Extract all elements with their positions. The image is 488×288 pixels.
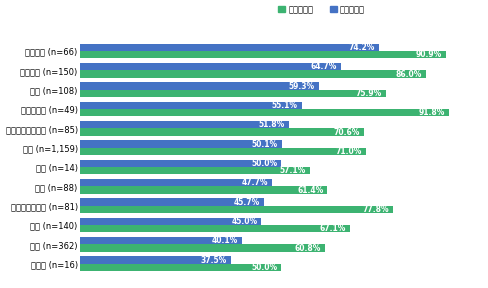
Bar (81, 218, 262, 225)
Text: 86.0%: 86.0% (396, 70, 422, 79)
Text: 47.7%: 47.7% (242, 178, 268, 187)
Bar (81, 141, 282, 148)
Bar (81, 198, 264, 206)
Bar (81, 51, 446, 58)
Bar (81, 63, 341, 71)
Bar (81, 245, 325, 252)
Bar (81, 237, 242, 245)
Text: 64.7%: 64.7% (310, 62, 337, 71)
Text: 50.0%: 50.0% (251, 263, 278, 272)
Bar (81, 256, 231, 264)
Text: 77.8%: 77.8% (363, 205, 389, 214)
Bar (81, 109, 449, 116)
Bar (81, 90, 386, 97)
Bar (81, 121, 289, 128)
Legend: データ入手, データ公開: データ入手, データ公開 (275, 2, 368, 17)
Text: 67.1%: 67.1% (320, 224, 346, 233)
Bar (81, 167, 310, 175)
Text: 60.8%: 60.8% (294, 244, 321, 253)
Bar (81, 206, 393, 213)
Text: 55.1%: 55.1% (272, 101, 298, 110)
Bar (81, 82, 319, 90)
Bar (81, 102, 302, 109)
Text: 74.2%: 74.2% (348, 43, 375, 52)
Bar (81, 225, 350, 232)
Bar (81, 128, 364, 136)
Bar (81, 44, 379, 51)
Text: 50.0%: 50.0% (251, 159, 278, 168)
Bar (81, 179, 272, 186)
Text: 61.4%: 61.4% (297, 185, 323, 195)
Bar (81, 160, 282, 167)
Text: 90.9%: 90.9% (416, 50, 442, 59)
Text: 71.0%: 71.0% (335, 147, 362, 156)
Text: 45.0%: 45.0% (231, 217, 257, 226)
Bar (81, 264, 282, 271)
Text: 70.6%: 70.6% (334, 128, 360, 137)
Text: 37.5%: 37.5% (201, 255, 227, 265)
Bar (81, 148, 366, 155)
Bar (81, 186, 327, 194)
Text: 59.3%: 59.3% (289, 82, 315, 91)
Text: 45.7%: 45.7% (234, 198, 260, 206)
Text: 40.1%: 40.1% (211, 236, 238, 245)
Text: 75.9%: 75.9% (355, 89, 382, 98)
Bar (81, 71, 426, 78)
Text: 91.8%: 91.8% (419, 108, 446, 117)
Text: 51.8%: 51.8% (259, 120, 285, 129)
Text: 50.1%: 50.1% (252, 140, 278, 149)
Text: 57.1%: 57.1% (280, 166, 306, 175)
